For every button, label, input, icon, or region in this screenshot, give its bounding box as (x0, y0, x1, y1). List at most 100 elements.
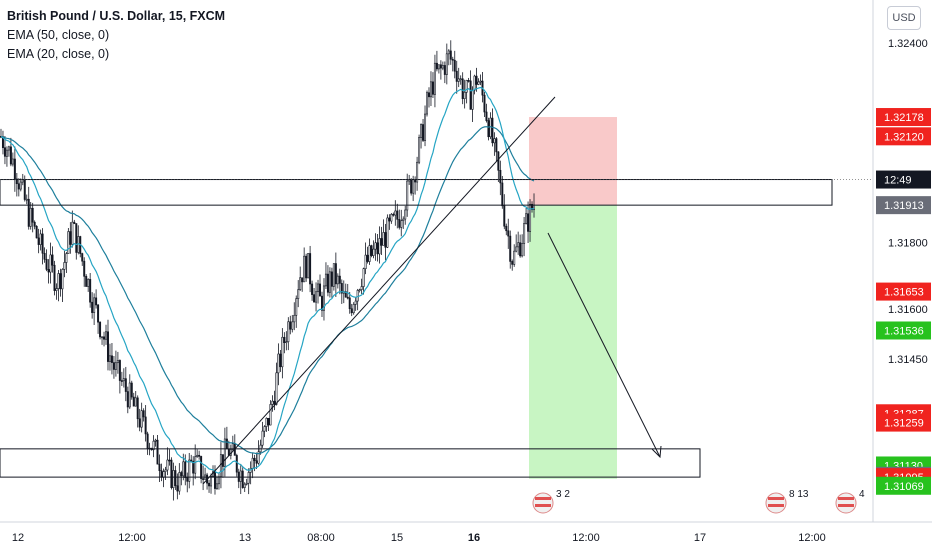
candle-body (465, 80, 468, 93)
candle-body (144, 416, 147, 435)
candle (180, 470, 183, 486)
candle-body (158, 463, 161, 472)
candle-body (521, 243, 524, 257)
candle-body (404, 209, 407, 220)
candle (7, 145, 10, 157)
candle (382, 219, 385, 246)
candle (485, 103, 488, 123)
price-tick-label: 1.32400 (888, 38, 928, 50)
candle (41, 228, 44, 265)
candle-body (477, 81, 480, 85)
zones-layer (529, 117, 617, 479)
candle-body (178, 472, 181, 492)
candle (338, 268, 341, 295)
indicator-ema-20[interactable]: EMA (20, close, 0) (7, 47, 110, 61)
candle-body (376, 242, 379, 255)
event-count-label: 3 2 (556, 489, 570, 500)
candle (138, 408, 141, 432)
legend: British Pound / U.S. Dollar, 15, FXCM EM… (7, 7, 225, 64)
candle (406, 173, 409, 217)
flag-stripe (768, 497, 784, 500)
candle-body (168, 459, 171, 462)
time-tick-label: 17 (694, 532, 706, 544)
candle (285, 331, 288, 351)
candle-body (392, 213, 395, 216)
candle (433, 54, 436, 108)
ema-layer (0, 86, 535, 474)
currency-button[interactable]: USD (887, 6, 921, 30)
candle (271, 395, 274, 412)
candle (156, 434, 159, 465)
candle (106, 319, 109, 371)
candle-body (51, 254, 54, 266)
candle (178, 463, 181, 495)
candle (392, 212, 395, 217)
candle-body (231, 443, 234, 450)
candle-body (491, 117, 494, 144)
candle-body (5, 149, 8, 157)
candle-body (275, 372, 278, 405)
candle (358, 288, 361, 293)
candle-body (378, 238, 381, 255)
candle-body (398, 219, 401, 228)
candle-body (162, 471, 165, 478)
candle-body (437, 64, 440, 70)
candle-body (269, 404, 272, 426)
take-profit-zone (529, 205, 617, 479)
candle (15, 172, 18, 197)
events-layer[interactable]: 3 2 8 13 4 (532, 489, 865, 514)
candle-body (186, 477, 189, 482)
candle (447, 49, 450, 66)
candle-body (43, 252, 46, 260)
candle-body (263, 426, 266, 432)
candle (235, 453, 238, 477)
candle-body (142, 410, 145, 418)
candle (51, 246, 54, 273)
candle-body (267, 417, 270, 426)
time-tick-label: 13 (239, 532, 251, 544)
candle (71, 210, 74, 248)
candle-body (406, 180, 409, 211)
candle (251, 453, 254, 479)
candle (57, 269, 60, 302)
candle-body (108, 355, 111, 362)
candle-body (210, 476, 213, 487)
candle-body (301, 277, 304, 283)
candle (164, 466, 167, 480)
economic-event-marker[interactable]: 3 2 (532, 489, 570, 514)
candle-body (291, 321, 294, 330)
candle-body (503, 205, 506, 227)
candle (495, 137, 498, 162)
candle-body (469, 80, 472, 110)
candle-body (91, 301, 94, 313)
candle-body (420, 124, 423, 138)
candle-body (471, 89, 474, 110)
candle (144, 405, 147, 442)
candle (35, 225, 38, 239)
candle (400, 209, 403, 237)
candle-body (336, 275, 339, 285)
indicator-ema-50[interactable]: EMA (50, close, 0) (7, 28, 110, 42)
candle-body (27, 198, 30, 227)
economic-event-marker[interactable]: 4 (835, 489, 865, 514)
candle (255, 452, 258, 470)
candle-body (388, 217, 391, 222)
arrow-head (651, 445, 662, 459)
candle-body (396, 210, 399, 220)
candle (305, 253, 308, 282)
candle-body (426, 92, 429, 115)
candle (473, 74, 476, 95)
candle (81, 252, 84, 266)
candle (334, 252, 337, 297)
candle (402, 216, 405, 229)
economic-event-marker[interactable]: 8 13 (765, 489, 809, 514)
candle (475, 67, 478, 92)
candle-body (505, 225, 508, 232)
candle-body (63, 262, 66, 270)
candle (372, 240, 375, 259)
candle-body (340, 283, 343, 294)
candle (122, 368, 125, 388)
candle (481, 72, 484, 103)
candle-body (25, 198, 28, 201)
